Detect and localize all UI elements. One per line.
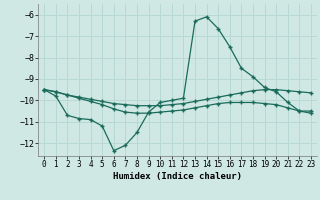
X-axis label: Humidex (Indice chaleur): Humidex (Indice chaleur) bbox=[113, 172, 242, 181]
